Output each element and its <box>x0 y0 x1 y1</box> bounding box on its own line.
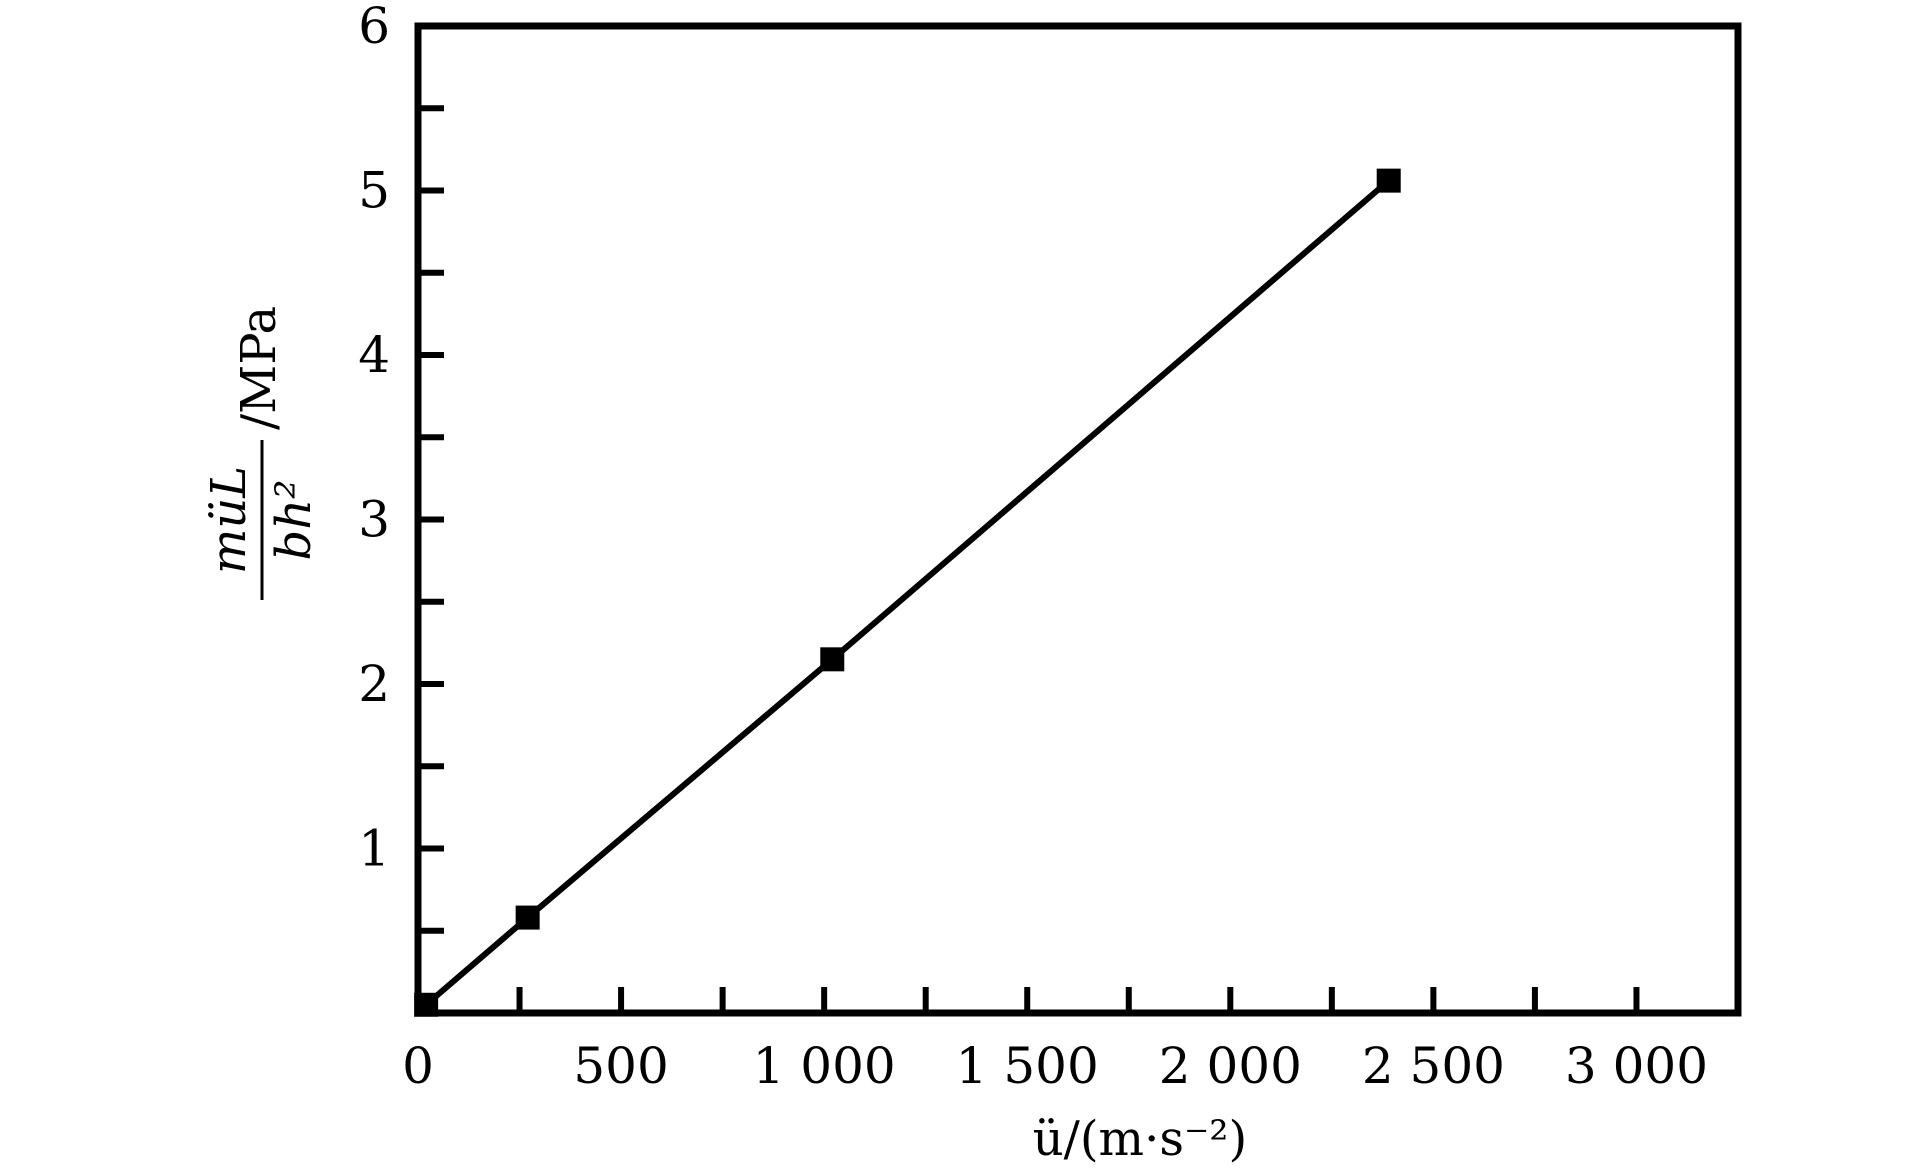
y-tick-label: 3 <box>358 491 390 549</box>
plot-frame <box>414 22 1742 1017</box>
y-tick-label: 6 <box>358 0 390 55</box>
x-tick-label: 2 000 <box>1159 1037 1302 1095</box>
y-tick-label: 4 <box>358 326 390 384</box>
x-tick-label: 1 000 <box>753 1037 896 1095</box>
y-axis-title-numerator: müL <box>201 466 257 574</box>
y-tick-label: 2 <box>358 655 390 713</box>
x-tick-label: 1 500 <box>956 1037 1099 1095</box>
data-point-marker <box>1376 168 1401 193</box>
x-axis-title: ü/(m·s⁻²) <box>1033 1111 1248 1167</box>
x-tick-label: 0 <box>402 1037 434 1095</box>
y-axis-title-denominator: bh² <box>266 480 322 561</box>
axis-ticks <box>418 105 1640 1013</box>
y-axis-title-unit: /MPa <box>231 306 287 430</box>
y-tick-label: 5 <box>358 162 390 220</box>
x-tick-label: 500 <box>573 1037 668 1095</box>
data-point-marker <box>515 905 540 930</box>
data-point-marker <box>414 992 439 1017</box>
series-line <box>424 178 1391 1008</box>
x-tick-label: 2 500 <box>1362 1037 1505 1095</box>
y-tick-label: 1 <box>358 820 390 878</box>
data-series <box>414 168 1401 1017</box>
y-axis-title: müL bh² /MPa <box>201 306 322 600</box>
axis-tick-labels: 0 500 1 000 1 500 2 000 2 500 3 000 1 2 3 4 5 6 <box>358 0 1708 1095</box>
x-tick-label: 3 000 <box>1565 1037 1708 1095</box>
data-point-marker <box>820 647 845 672</box>
